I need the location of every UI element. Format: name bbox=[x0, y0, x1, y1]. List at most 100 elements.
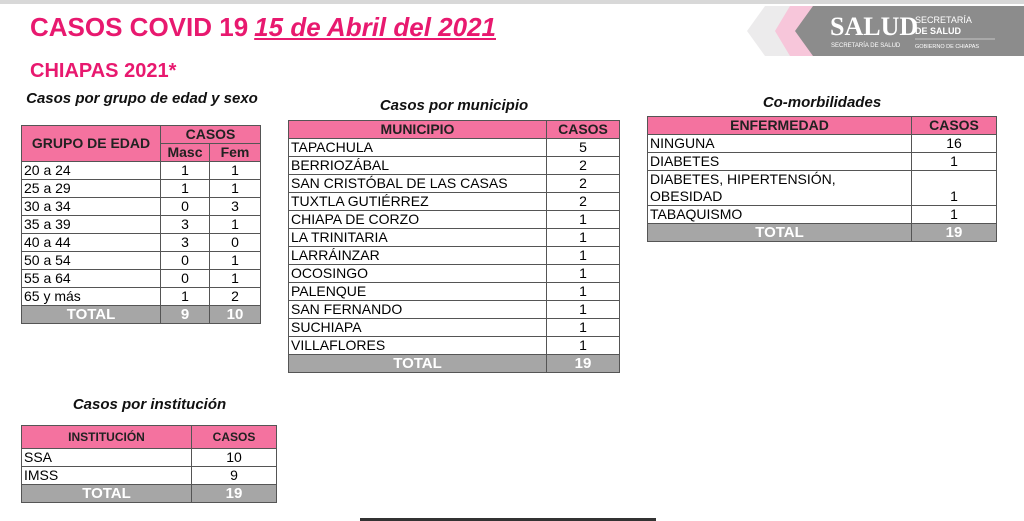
total-row: TOTAL 19 bbox=[21, 484, 277, 503]
col-masc: Masc bbox=[160, 143, 210, 162]
row-label: TUXTLA GUTIÉRREZ bbox=[288, 192, 547, 211]
row-value: 16 bbox=[911, 134, 997, 153]
subtitle: CHIAPAS 2021* bbox=[30, 60, 177, 82]
table-row: 40 a 44 3 0 bbox=[21, 233, 261, 252]
row-value: 2 bbox=[209, 287, 261, 306]
row-label: SAN CRISTÓBAL DE LAS CASAS bbox=[288, 174, 547, 193]
row-label: TABAQUISMO bbox=[647, 205, 912, 224]
row-value: 5 bbox=[546, 138, 620, 157]
table-row: VILLAFLORES 1 bbox=[288, 336, 620, 355]
table-row: 35 a 39 3 1 bbox=[21, 215, 261, 234]
row-value: 3 bbox=[160, 215, 210, 234]
row-value: 10 bbox=[191, 448, 277, 467]
table-row: OCOSINGO 1 bbox=[288, 264, 620, 283]
top-border bbox=[0, 0, 1024, 4]
row-value: 2 bbox=[546, 174, 620, 193]
col-cases: CASOS bbox=[911, 116, 997, 135]
row-value: 1 bbox=[209, 269, 261, 288]
row-label: SSA bbox=[21, 448, 192, 467]
row-label: LA TRINITARIA bbox=[288, 228, 547, 247]
logo-right3: GOBIERNO DE CHIAPAS bbox=[915, 44, 979, 50]
total-row: TOTAL 9 10 bbox=[21, 305, 261, 324]
row-label: CHIAPA DE CORZO bbox=[288, 210, 547, 229]
col-cases: CASOS bbox=[191, 425, 277, 449]
row-value: 0 bbox=[160, 269, 210, 288]
col-group: GRUPO DE EDAD bbox=[21, 125, 161, 162]
row-value: 3 bbox=[209, 197, 261, 216]
row-label: SAN FERNANDO bbox=[288, 300, 547, 319]
row-value: 0 bbox=[209, 233, 261, 252]
row-value: 1 bbox=[209, 161, 261, 180]
table-row: 50 a 54 0 1 bbox=[21, 251, 261, 270]
table-row: TUXTLA GUTIÉRREZ 2 bbox=[288, 192, 620, 211]
row-value: 1 bbox=[546, 336, 620, 355]
row-value: 0 bbox=[160, 251, 210, 270]
total-cell: 10 bbox=[209, 305, 261, 324]
col-municipio: MUNICIPIO bbox=[288, 120, 547, 139]
table-row: TABAQUISMO 1 bbox=[647, 205, 997, 224]
row-value: 1 bbox=[911, 170, 997, 206]
page-title: CASOS COVID 19 15 de Abril del 2021 bbox=[30, 12, 496, 43]
col-disease: ENFERMEDAD bbox=[647, 116, 912, 135]
row-label: 25 a 29 bbox=[21, 179, 161, 198]
table-row: NINGUNA 16 bbox=[647, 134, 997, 153]
table-row: SSA 10 bbox=[21, 448, 277, 467]
row-label: NINGUNA bbox=[647, 134, 912, 153]
inst-table: INSTITUCIÓN CASOS SSA 10 IMSS 9 TOTAL 19 bbox=[21, 425, 277, 503]
comorb-caption: Co-morbilidades bbox=[762, 94, 882, 111]
row-label: BERRIOZÁBAL bbox=[288, 156, 547, 175]
col-cases: CASOS bbox=[546, 120, 620, 139]
row-value: 9 bbox=[191, 466, 277, 485]
row-label: OCOSINGO bbox=[288, 264, 547, 283]
total-row: TOTAL 19 bbox=[288, 354, 620, 373]
row-label: DIABETES bbox=[647, 152, 912, 171]
age-caption: Casos por grupo de edad y sexo bbox=[26, 90, 258, 107]
table-row: 30 a 34 0 3 bbox=[21, 197, 261, 216]
table-row: SUCHIAPA 1 bbox=[288, 318, 620, 337]
total-row: TOTAL 19 bbox=[647, 223, 997, 242]
table-row: IMSS 9 bbox=[21, 466, 277, 485]
row-value: 1 bbox=[546, 264, 620, 283]
table-row: DIABETES 1 bbox=[647, 152, 997, 171]
total-cell: TOTAL bbox=[21, 305, 161, 324]
row-value: 1 bbox=[160, 287, 210, 306]
row-label: IMSS bbox=[21, 466, 192, 485]
total-cell: TOTAL bbox=[21, 484, 192, 503]
row-value: 2 bbox=[546, 156, 620, 175]
table-row: LA TRINITARIA 1 bbox=[288, 228, 620, 247]
row-label: TAPACHULA bbox=[288, 138, 547, 157]
row-label: LARRÁINZAR bbox=[288, 246, 547, 265]
row-label: VILLAFLORES bbox=[288, 336, 547, 355]
row-value: 1 bbox=[911, 152, 997, 171]
table-row: DIABETES, HIPERTENSIÓN, OBESIDAD 1 bbox=[647, 170, 997, 206]
row-value: 1 bbox=[160, 179, 210, 198]
row-label: 50 a 54 bbox=[21, 251, 161, 270]
total-cell: 19 bbox=[191, 484, 277, 503]
row-value: 1 bbox=[209, 251, 261, 270]
total-cell: 19 bbox=[911, 223, 997, 242]
row-label: 35 a 39 bbox=[21, 215, 161, 234]
table-row: LARRÁINZAR 1 bbox=[288, 246, 620, 265]
row-label: PALENQUE bbox=[288, 282, 547, 301]
row-value: 1 bbox=[160, 161, 210, 180]
age-table: GRUPO DE EDAD CASOS Masc Fem 20 a 24 1 1 25 a… bbox=[21, 125, 261, 324]
row-value: 3 bbox=[160, 233, 210, 252]
col-fem: Fem bbox=[209, 143, 261, 162]
row-value: 1 bbox=[546, 210, 620, 229]
row-value: 1 bbox=[209, 179, 261, 198]
logo-right2: DE SALUD bbox=[915, 26, 962, 36]
table-row: 55 a 64 0 1 bbox=[21, 269, 261, 288]
salud-logo: SALUD SECRETARÍA DE SALUD SECRETARÍA DE … bbox=[747, 6, 1024, 56]
total-cell: 9 bbox=[160, 305, 210, 324]
row-label: SUCHIAPA bbox=[288, 318, 547, 337]
row-label: 20 a 24 bbox=[21, 161, 161, 180]
title-date: 15 de Abril del 2021 bbox=[254, 12, 496, 42]
row-label: 55 a 64 bbox=[21, 269, 161, 288]
logo-sub: SECRETARÍA DE SALUD bbox=[831, 42, 901, 49]
row-label: 40 a 44 bbox=[21, 233, 161, 252]
bottom-line bbox=[360, 518, 656, 521]
table-row: SAN CRISTÓBAL DE LAS CASAS 2 bbox=[288, 174, 620, 193]
row-label: 65 y más bbox=[21, 287, 161, 306]
col-institution: INSTITUCIÓN bbox=[21, 425, 192, 449]
inst-caption: Casos por institución bbox=[72, 396, 227, 413]
